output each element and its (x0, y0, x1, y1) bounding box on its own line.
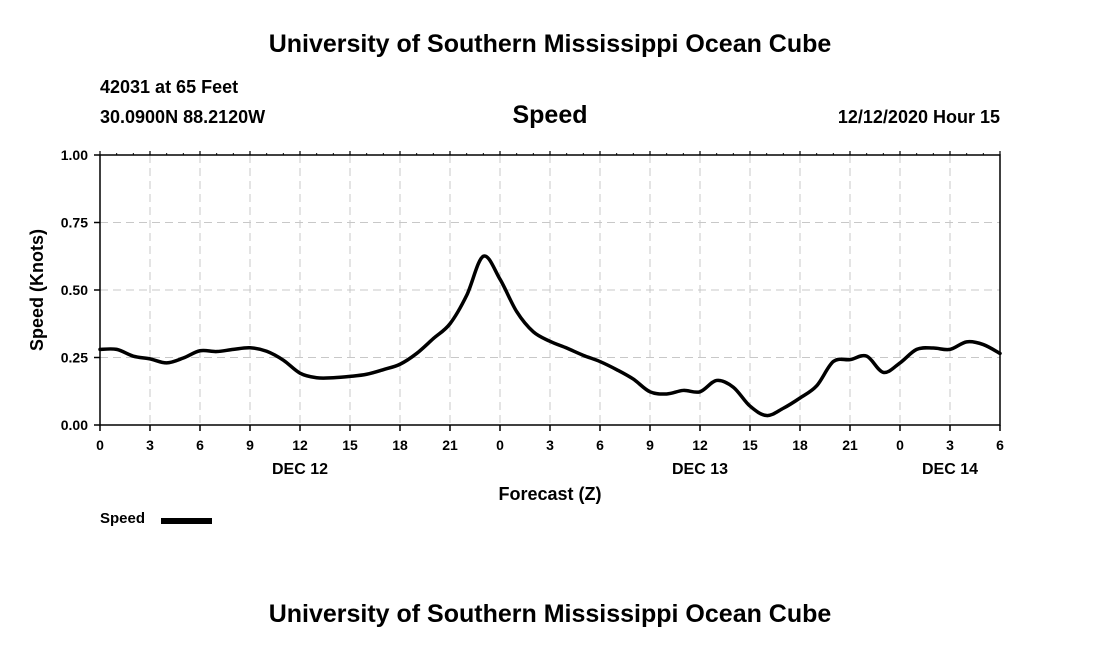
x-tick-label: 18 (792, 437, 808, 453)
x-tick-label: 18 (392, 437, 408, 453)
x-tick-label: 0 (496, 437, 504, 453)
x-tick-label: 15 (742, 437, 758, 453)
y-tick-label: 0.50 (61, 282, 88, 298)
x-tick-label: 6 (596, 437, 604, 453)
x-axis-title: Forecast (Z) (498, 484, 601, 504)
x-tick-label: 3 (146, 437, 154, 453)
day-label: DEC 12 (272, 461, 328, 478)
page-title: University of Southern Mississippi Ocean… (268, 30, 832, 58)
x-tick-label: 15 (342, 437, 358, 453)
coordinates-label: 30.0900N 88.2120W (100, 107, 266, 127)
x-tick-label: 3 (546, 437, 554, 453)
series-line-speed (98, 254, 1002, 418)
grid (100, 155, 1000, 425)
y-tick-label: 1.00 (61, 147, 88, 163)
axis-ticks (94, 151, 1001, 431)
x-tick-label: 12 (692, 437, 708, 453)
x-tick-label: 9 (646, 437, 654, 453)
legend-label: Speed (100, 510, 146, 527)
tick-labels: 0 3 6 9 12 15 18 21 0 3 6 9 12 15 18 21 0 3 6 0.00 0.25 0.50 0… (61, 147, 1004, 478)
x-tick-label: 21 (442, 437, 458, 453)
day-label: DEC 14 (922, 461, 978, 478)
chart-title: Speed (512, 101, 588, 129)
legend-swatch (161, 518, 212, 524)
x-tick-label: 6 (996, 437, 1004, 453)
footer-title: University of Southern Mississippi Ocean… (268, 600, 832, 628)
station-label: 42031 at 65 Feet (100, 77, 239, 97)
y-tick-label: 0.00 (61, 417, 88, 433)
x-tick-label: 6 (196, 437, 204, 453)
x-tick-label: 0 (896, 437, 904, 453)
y-tick-label: 0.75 (61, 215, 88, 231)
x-tick-label: 12 (292, 437, 308, 453)
y-axis-title: Speed (Knots) (27, 229, 47, 351)
x-tick-label: 9 (246, 437, 254, 453)
x-tick-label: 21 (842, 437, 858, 453)
day-label: DEC 13 (672, 461, 728, 478)
timestamp-label: 12/12/2020 Hour 15 (837, 107, 1000, 127)
x-tick-label: 3 (946, 437, 954, 453)
y-tick-label: 0.25 (61, 350, 88, 366)
x-tick-label: 0 (96, 437, 104, 453)
series-layer (98, 254, 1002, 418)
